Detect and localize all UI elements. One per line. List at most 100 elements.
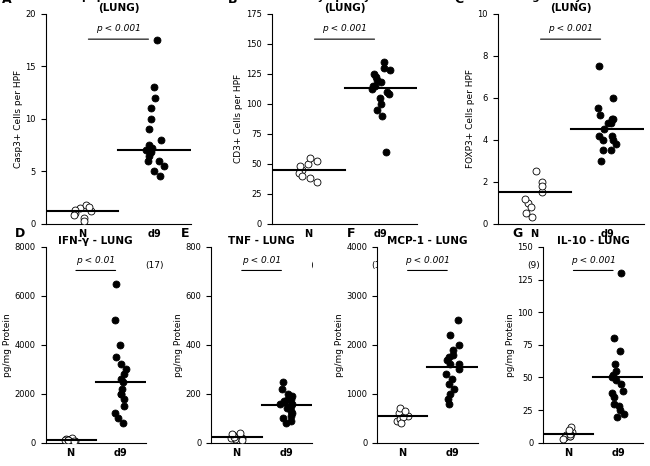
- Point: [520, 195, 530, 202]
- Point: [372, 76, 382, 83]
- Text: (17): (17): [372, 261, 390, 270]
- Point: [230, 435, 240, 443]
- Point: [116, 390, 126, 397]
- Point: [67, 434, 77, 442]
- Point: [119, 370, 129, 378]
- Point: [144, 125, 154, 133]
- Point: [593, 62, 604, 70]
- Point: [74, 204, 85, 212]
- Point: [531, 167, 541, 175]
- Point: [150, 94, 161, 102]
- Point: [70, 210, 81, 217]
- Point: [115, 341, 125, 349]
- Text: A: A: [2, 0, 11, 6]
- Title: TNF - LUNG: TNF - LUNG: [228, 236, 295, 246]
- Point: [395, 416, 405, 423]
- Point: [443, 395, 453, 403]
- Point: [608, 393, 619, 401]
- Point: [607, 390, 618, 397]
- Point: [616, 269, 626, 277]
- Point: [70, 206, 81, 214]
- Point: [305, 154, 315, 162]
- Y-axis label: FOXP3+ Cells per HPF: FOXP3+ Cells per HPF: [465, 69, 474, 168]
- Point: [537, 182, 547, 190]
- Point: [611, 377, 621, 384]
- Point: [285, 402, 296, 410]
- Point: [566, 429, 577, 436]
- Text: G: G: [513, 227, 523, 240]
- Y-axis label: pg/mg Protein: pg/mg Protein: [3, 313, 12, 377]
- Point: [444, 353, 454, 361]
- Text: (9): (9): [528, 261, 541, 270]
- Point: [282, 404, 293, 412]
- Title: Apoptotic Cells
(LUNG): Apoptotic Cells (LUNG): [74, 0, 163, 13]
- Point: [63, 436, 73, 444]
- Text: D: D: [16, 227, 25, 240]
- Point: [285, 417, 296, 425]
- Point: [296, 172, 307, 179]
- Point: [608, 115, 618, 123]
- Point: [79, 217, 89, 224]
- Text: (9): (9): [302, 261, 315, 270]
- Point: [445, 390, 455, 397]
- Point: [379, 58, 389, 66]
- Point: [283, 390, 294, 397]
- Point: [606, 119, 617, 127]
- Point: [538, 178, 548, 185]
- Point: [155, 173, 166, 180]
- Point: [294, 163, 305, 170]
- Point: [371, 74, 382, 81]
- Point: [607, 132, 618, 139]
- Point: [146, 149, 156, 156]
- Point: [445, 361, 455, 368]
- Point: [305, 174, 315, 182]
- Point: [447, 376, 458, 383]
- Point: [379, 64, 389, 72]
- Point: [287, 400, 297, 407]
- Point: [441, 370, 452, 378]
- Point: [447, 346, 458, 353]
- Title: IFN-γ - LUNG: IFN-γ - LUNG: [58, 236, 133, 246]
- Point: [566, 423, 577, 431]
- Point: [116, 376, 126, 383]
- Y-axis label: pg/mg Protein: pg/mg Protein: [506, 313, 515, 377]
- Point: [611, 367, 621, 375]
- Point: [616, 380, 626, 388]
- Point: [368, 82, 378, 89]
- Text: p < 0.001: p < 0.001: [405, 255, 450, 265]
- Point: [111, 353, 121, 361]
- Point: [287, 410, 297, 417]
- Point: [610, 361, 620, 368]
- Title: T Lymphocytes
(LUNG): T Lymphocytes (LUNG): [301, 0, 389, 13]
- Text: (17): (17): [146, 261, 164, 270]
- Point: [558, 435, 568, 443]
- Y-axis label: pg/mg Protein: pg/mg Protein: [174, 313, 183, 377]
- Point: [441, 356, 452, 363]
- Point: [110, 410, 120, 417]
- Point: [303, 160, 313, 167]
- Point: [593, 132, 604, 139]
- Point: [444, 380, 454, 388]
- Point: [287, 392, 297, 400]
- Point: [311, 178, 322, 185]
- Point: [614, 406, 625, 414]
- Point: [367, 86, 378, 93]
- Text: E: E: [181, 227, 190, 240]
- Point: [276, 385, 287, 392]
- Point: [118, 419, 128, 427]
- Point: [147, 144, 157, 152]
- Text: p < 0.01: p < 0.01: [242, 255, 281, 265]
- Text: p < 0.001: p < 0.001: [322, 24, 367, 33]
- Point: [144, 141, 154, 149]
- Point: [81, 201, 92, 208]
- Point: [109, 317, 120, 324]
- Point: [396, 415, 406, 422]
- Point: [454, 365, 464, 373]
- Point: [285, 395, 296, 403]
- Point: [596, 157, 606, 164]
- Point: [592, 104, 603, 112]
- Point: [148, 84, 159, 91]
- Point: [140, 146, 151, 154]
- Point: [84, 203, 94, 211]
- Point: [68, 212, 79, 219]
